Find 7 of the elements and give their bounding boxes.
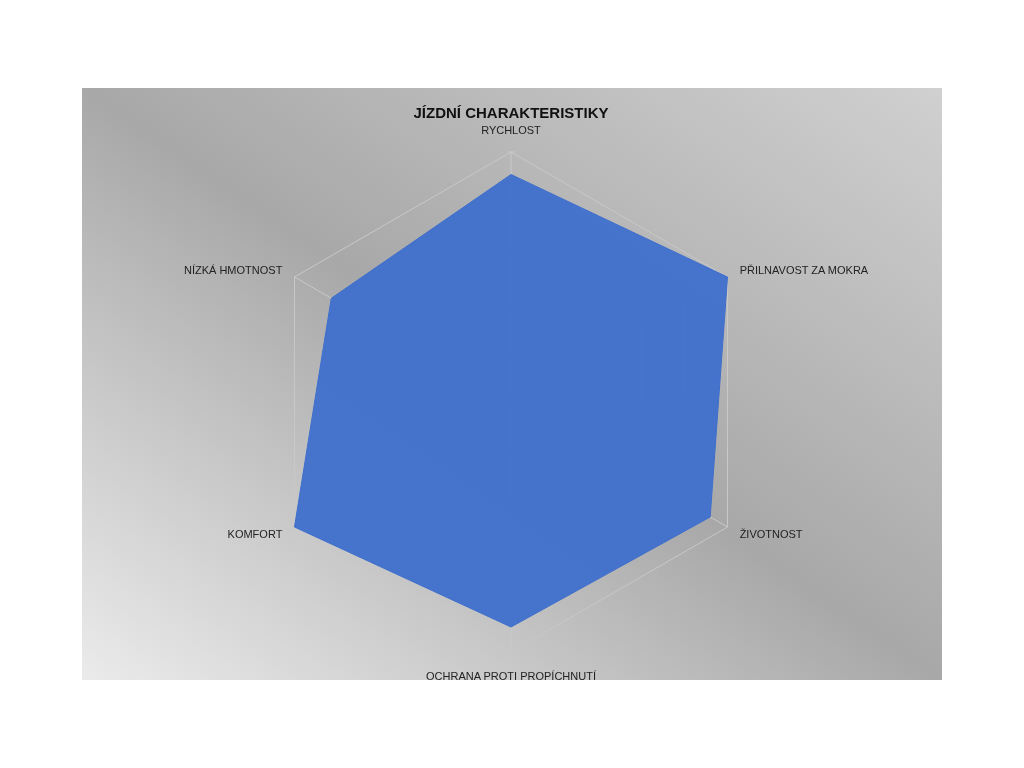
spoke-label: NÍZKÁ HMOTNOST: [183, 264, 283, 276]
spoke-label: ŽIVOTNOST: [739, 528, 803, 540]
spoke-label: KOMFORT: [227, 528, 283, 540]
spoke-label: OCHRANA PROTI PROPÍCHNUTÍ: [426, 670, 597, 682]
spoke-label: PŘILNAVOST ZA MOKRA: [739, 264, 869, 276]
spoke-label: RYCHLOST: [481, 124, 542, 136]
chart-title: JÍZDNÍ CHARAKTERISTIKY: [413, 104, 609, 121]
